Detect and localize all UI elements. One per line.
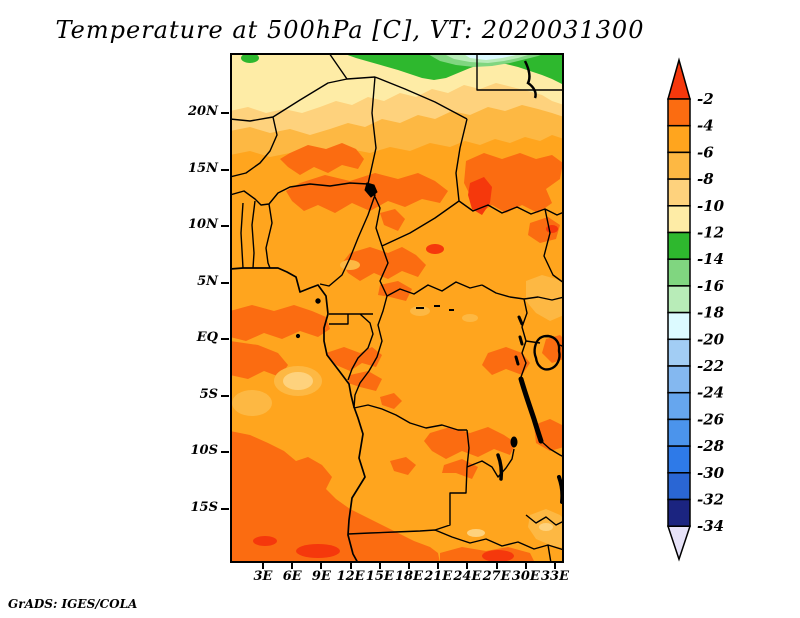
colorbar-label: -18 bbox=[697, 304, 725, 322]
colorbar-label: -16 bbox=[697, 277, 725, 295]
contour-fills bbox=[230, 53, 564, 563]
colorbar-segment bbox=[668, 233, 690, 260]
y-axis-label: 5S bbox=[178, 387, 218, 402]
y-axis-tick bbox=[221, 508, 229, 510]
colorbar-label: -12 bbox=[697, 224, 724, 242]
x-axis-label: 33E bbox=[537, 569, 573, 584]
contour-fill bbox=[340, 260, 360, 270]
colorbar-segment bbox=[668, 500, 690, 527]
contour-fill bbox=[426, 244, 444, 254]
contour-fill bbox=[232, 390, 272, 416]
plot-title: Temperature at 500hPa [C], VT: 202003130… bbox=[30, 16, 670, 44]
colorbar-segment bbox=[668, 446, 690, 473]
x-axis-tick bbox=[496, 563, 498, 569]
contour-fill bbox=[546, 225, 558, 233]
y-axis-tick bbox=[221, 225, 229, 227]
colorbar-label: -26 bbox=[697, 410, 725, 428]
sao-tome-island bbox=[296, 334, 299, 337]
colorbar-below-triangle bbox=[668, 526, 690, 559]
y-axis-tick bbox=[221, 112, 229, 114]
y-axis-tick bbox=[221, 451, 229, 453]
y-axis-label: EQ bbox=[178, 330, 218, 345]
grads-plot-page: Temperature at 500hPa [C], VT: 202003130… bbox=[0, 0, 800, 618]
x-axis-tick bbox=[525, 563, 527, 569]
colorbar-label: -20 bbox=[697, 330, 725, 348]
colorbar-label: -30 bbox=[697, 464, 725, 482]
x-axis-tick bbox=[291, 563, 293, 569]
temperature-map bbox=[230, 53, 564, 563]
y-axis-tick bbox=[221, 338, 229, 340]
y-axis-label: 10S bbox=[178, 443, 218, 458]
contour-fill bbox=[462, 314, 478, 322]
map-area bbox=[230, 53, 564, 563]
colorbar-label: -6 bbox=[697, 143, 714, 161]
y-axis-label: 5N bbox=[178, 274, 218, 289]
x-axis-tick bbox=[554, 563, 556, 569]
y-axis-tick bbox=[221, 169, 229, 171]
lake-mweru bbox=[511, 437, 517, 447]
colorbar-label: -4 bbox=[697, 117, 714, 135]
colorbar-label: -34 bbox=[697, 517, 724, 535]
colorbar-label: -28 bbox=[697, 437, 725, 455]
colorbar-legend: -2 -4 -6 -8 -10 -12 -14 -16 -18 -20 -22 -24 -26 -28 -3… bbox=[655, 50, 755, 575]
x-axis-tick bbox=[262, 563, 264, 569]
colorbar-segment bbox=[668, 179, 690, 206]
y-axis-label: 15S bbox=[178, 500, 218, 515]
contour-fill bbox=[283, 372, 313, 390]
x-axis-tick bbox=[350, 563, 352, 569]
colorbar-label: -14 bbox=[697, 250, 724, 268]
x-axis-tick bbox=[320, 563, 322, 569]
colorbar-label: -24 bbox=[697, 384, 724, 402]
contour-fill bbox=[253, 536, 277, 546]
x-axis-tick bbox=[437, 563, 439, 569]
colorbar-segment bbox=[668, 206, 690, 233]
x-axis-tick bbox=[379, 563, 381, 569]
colorbar-segment bbox=[668, 286, 690, 313]
bioko-island bbox=[316, 299, 320, 303]
colorbar-label: -22 bbox=[697, 357, 724, 375]
y-axis-label: 20N bbox=[178, 104, 218, 119]
y-axis-label: 15N bbox=[178, 161, 218, 176]
contour-fill bbox=[467, 529, 485, 537]
colorbar-label: -10 bbox=[697, 197, 725, 215]
contour-fill bbox=[482, 550, 514, 562]
y-axis-label: 10N bbox=[178, 217, 218, 232]
colorbar-label: -32 bbox=[697, 491, 724, 509]
colorbar-above-triangle bbox=[668, 60, 690, 99]
colorbar-label: -2 bbox=[697, 90, 714, 108]
colorbar-segment bbox=[668, 259, 690, 286]
colorbar-segment bbox=[668, 339, 690, 366]
colorbar-segment bbox=[668, 126, 690, 153]
colorbar-segment bbox=[668, 473, 690, 500]
y-axis-tick bbox=[221, 282, 229, 284]
colorbar-label: -8 bbox=[697, 170, 714, 188]
x-axis-tick bbox=[466, 563, 468, 569]
colorbar-segment bbox=[668, 152, 690, 179]
colorbar-segment bbox=[668, 99, 690, 126]
colorbar-segment bbox=[668, 393, 690, 420]
x-axis-tick bbox=[408, 563, 410, 569]
colorbar-segment bbox=[668, 366, 690, 393]
y-axis-tick bbox=[221, 395, 229, 397]
colorbar-segment bbox=[668, 419, 690, 446]
colorbar-segment bbox=[668, 313, 690, 340]
contour-fill bbox=[539, 523, 553, 531]
contour-fill bbox=[296, 544, 340, 558]
attribution-text: GrADS: IGES/COLA bbox=[8, 597, 137, 611]
